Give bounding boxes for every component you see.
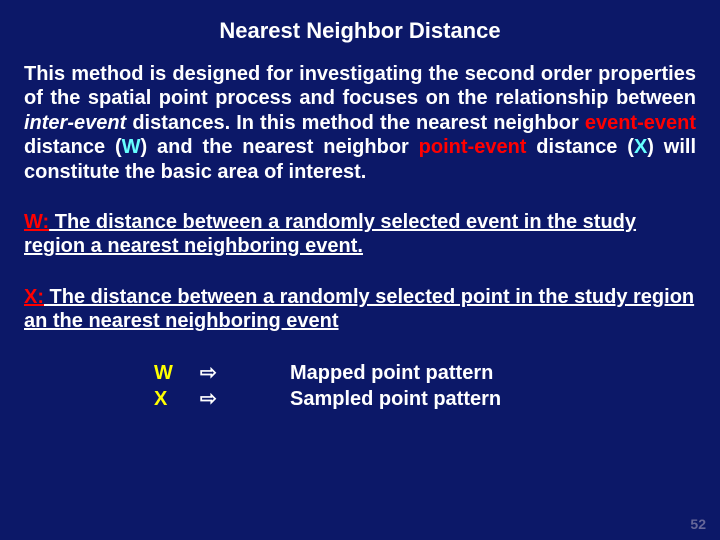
para-italic-inter-event: inter-event <box>24 112 126 134</box>
para-text-1: This method is designed for investigatin… <box>24 63 696 109</box>
symbol-table: W ⇨ Mapped point pattern X ⇨ Sampled poi… <box>154 360 696 412</box>
arrow-icon: ⇨ <box>200 360 290 386</box>
definition-x: X: The distance between a randomly selec… <box>24 285 696 334</box>
definition-w-label: W: <box>24 211 49 233</box>
definition-x-label: X: <box>24 286 44 308</box>
page-number: 52 <box>690 516 706 532</box>
table-text-sampled: Sampled point pattern <box>290 386 501 412</box>
table-symbol-x: X <box>154 386 200 412</box>
definition-w-text: The distance between a randomly selected… <box>24 211 636 257</box>
definition-w: W: The distance between a randomly selec… <box>24 210 696 259</box>
table-symbol-w: W <box>154 360 200 386</box>
para-red-event-event: event-event <box>585 112 696 134</box>
para-cyan-w: W <box>122 136 141 158</box>
table-text-mapped: Mapped point pattern <box>290 360 493 386</box>
intro-paragraph: This method is designed for investigatin… <box>24 62 696 184</box>
table-row: X ⇨ Sampled point pattern <box>154 386 696 412</box>
para-cyan-x: X <box>634 136 647 158</box>
para-red-point-event: point-event <box>419 136 527 158</box>
definition-x-text: The distance between a randomly selected… <box>24 286 694 332</box>
table-row: W ⇨ Mapped point pattern <box>154 360 696 386</box>
para-text-2: distances. In this method the nearest ne… <box>126 112 585 134</box>
para-text-3: distance ( <box>24 136 122 158</box>
arrow-icon: ⇨ <box>200 386 290 412</box>
para-text-4: ) and the nearest neighbor <box>141 136 419 158</box>
para-text-5: distance ( <box>526 136 633 158</box>
slide-title: Nearest Neighbor Distance <box>24 18 696 44</box>
